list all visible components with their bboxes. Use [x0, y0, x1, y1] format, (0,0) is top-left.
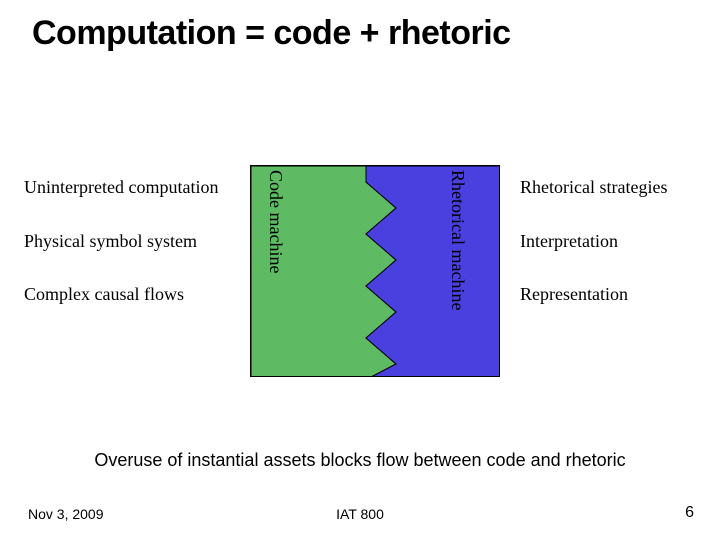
diagram-box: Code machine Rhetorical machine	[250, 165, 500, 377]
right-label-strategies: Rhetorical strategies	[520, 177, 710, 199]
left-label-uninterpreted: Uninterpreted computation	[24, 177, 234, 199]
right-label-representation: Representation	[520, 284, 710, 306]
left-labels: Uninterpreted computation Physical symbo…	[24, 177, 234, 338]
left-label-complex: Complex causal flows	[24, 284, 234, 306]
right-labels: Rhetorical strategies Interpretation Rep…	[520, 177, 710, 338]
footer-page: 6	[685, 504, 694, 522]
rhetorical-machine-label: Rhetorical machine	[447, 170, 468, 310]
slide: Computation = code + rhetoric Uninterpre…	[0, 0, 720, 540]
footer-course: IAT 800	[0, 506, 720, 522]
caption: Overuse of instantial assets blocks flow…	[0, 450, 720, 471]
blue-region	[366, 166, 500, 377]
slide-title: Computation = code + rhetoric	[32, 14, 511, 53]
diagram-area: Uninterpreted computation Physical symbo…	[0, 165, 720, 395]
left-label-physical: Physical symbol system	[24, 231, 234, 253]
code-machine-label: Code machine	[265, 170, 286, 273]
right-label-interpretation: Interpretation	[520, 231, 710, 253]
